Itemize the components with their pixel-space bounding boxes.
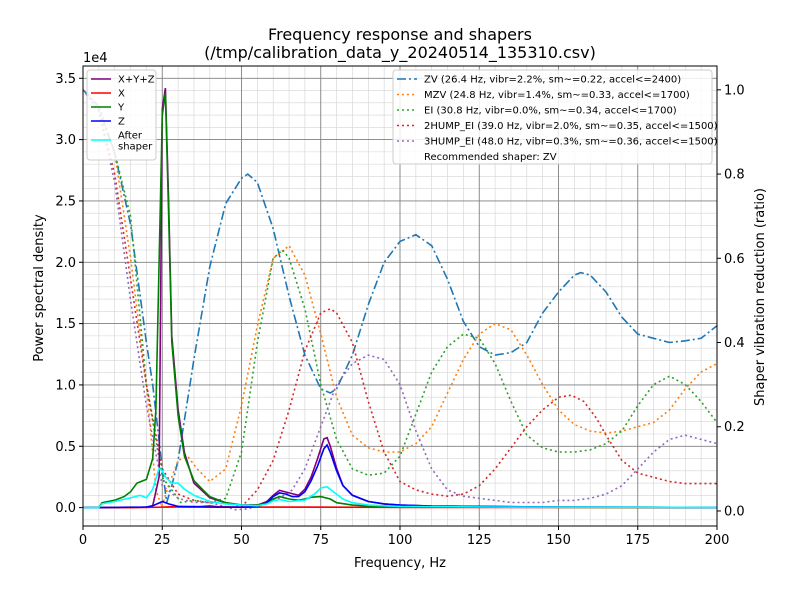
plot-area	[83, 87, 717, 511]
y-tick-label: 3.0	[55, 133, 76, 148]
y2-tick-label: 0.8	[724, 168, 745, 183]
y2-tick-label: 0.2	[724, 420, 745, 435]
psd-line-4	[83, 466, 717, 509]
y-tick-label: 1.5	[55, 317, 76, 332]
shaper-legend-label: MZV (24.8 Hz, vibr=1.4%, sm~=0.33, accel…	[424, 90, 690, 101]
x-tick-label: 200	[705, 533, 730, 548]
y2-tick-label: 0.0	[724, 504, 745, 519]
y-offset-label: 1e4	[83, 51, 108, 66]
x-tick-label: 0	[79, 533, 87, 548]
y-tick-label: 1.0	[55, 378, 76, 393]
shaper-line-4	[83, 89, 717, 511]
psd-legend-label: Y	[117, 103, 125, 114]
x-tick-label: 50	[233, 533, 250, 548]
x-tick-label: 75	[312, 533, 329, 548]
shaper-line-3	[83, 89, 717, 508]
psd-line-3	[83, 443, 717, 509]
psd-legend-label: X	[118, 89, 125, 100]
y-tick-label: 0.5	[55, 440, 76, 455]
psd-legend-label: X+Y+Z	[118, 75, 155, 86]
y-tick-label: 2.5	[55, 194, 76, 209]
chart-title-line2: (/tmp/calibration_data_y_20240514_135310…	[204, 43, 596, 63]
shaper-legend-label: EI (30.8 Hz, vibr=0.0%, sm~=0.34, accel<…	[424, 106, 677, 117]
shaper-line-2	[83, 89, 717, 504]
shaper-legend-label: 2HUMP_EI (39.0 Hz, vibr=2.0%, sm~=0.35, …	[424, 121, 718, 132]
psd-legend-label: shaper	[118, 142, 153, 153]
x-tick-label: 25	[154, 533, 171, 548]
y2-tick-label: 0.4	[724, 336, 745, 351]
psd-line-2	[83, 92, 717, 509]
recommended-shaper-label: Recommended shaper: ZV	[424, 152, 557, 163]
psd-legend-label: After	[118, 131, 143, 142]
y-axis-label: Power spectral density	[32, 214, 47, 362]
x-tick-label: 100	[388, 533, 413, 548]
shaper-legend-box	[392, 69, 713, 165]
x-tick-label: 150	[546, 533, 571, 548]
x-tick-label: 175	[625, 533, 650, 548]
axes: 0 25 50 75 100 125 150 175 200 0.0 0.5 1.0 1.5 2.0 2.5…	[55, 65, 745, 548]
y2-tick-label: 1.0	[724, 83, 745, 98]
x-axis-label: Frequency, Hz	[354, 556, 446, 571]
shaper-legend-label: ZV (26.4 Hz, vibr=2.2%, sm~=0.22, accel<…	[424, 75, 681, 86]
shaper-legend-label: 3HUMP_EI (48.0 Hz, vibr=0.3%, sm~=0.36, …	[424, 137, 718, 148]
y-tick-label: 2.0	[55, 256, 76, 271]
y-tick-label: 3.5	[55, 72, 76, 87]
y2-tick-label: 0.6	[724, 252, 745, 267]
shaper-legend: ZV (26.4 Hz, vibr=2.2%, sm~=0.22, accel<…	[392, 69, 718, 165]
y-tick-label: 0.0	[55, 501, 76, 516]
chart-title-line1: Frequency response and shapers	[268, 25, 532, 44]
y2-axis-label: Shaper vibration reduction (ratio)	[753, 188, 768, 406]
x-tick-label: 125	[467, 533, 492, 548]
psd-legend-label: Z	[118, 117, 125, 128]
